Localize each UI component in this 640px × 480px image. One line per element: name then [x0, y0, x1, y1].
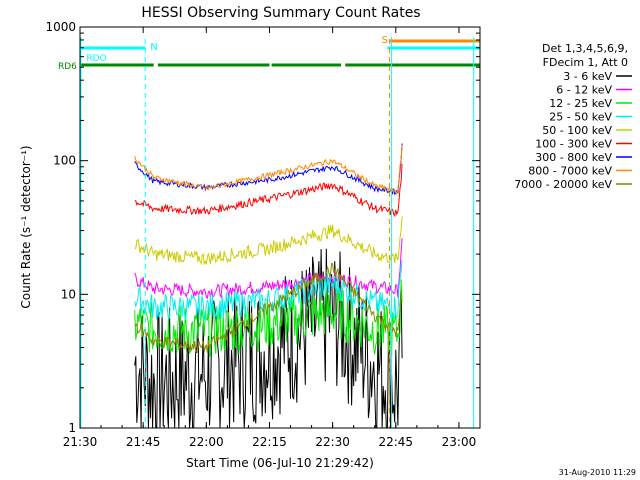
- y-tick-label: 10: [61, 287, 76, 301]
- legend-label: 6 - 12 keV: [556, 84, 612, 97]
- x-tick-label: 22:15: [252, 435, 287, 449]
- series-layer: [134, 143, 403, 429]
- marker-label: S: [381, 35, 387, 46]
- chart-title: HESSI Observing Summary Count Rates: [141, 5, 420, 21]
- legend-label: 50 - 100 keV: [542, 124, 612, 137]
- y-tick-label: 1: [68, 421, 76, 435]
- x-axis-label: Start Time (06-Jul-10 21:29:42): [186, 456, 374, 470]
- legend-label: 7000 - 20000 keV: [514, 178, 612, 191]
- x-tick-label: 23:00: [442, 435, 477, 449]
- y-tick-label: 1000: [45, 20, 76, 34]
- flag-label: RDO: [86, 54, 106, 64]
- marker-label: N: [150, 42, 157, 53]
- y-axis-label: Count Rate (s⁻¹ detector⁻¹): [19, 145, 33, 308]
- x-tick-label: 21:45: [126, 435, 161, 449]
- legend-label: 100 - 300 keV: [535, 138, 612, 151]
- legend-label: 800 - 7000 keV: [528, 165, 612, 178]
- flag-label: RD6: [58, 62, 77, 72]
- series-line: [134, 145, 403, 196]
- series-line: [134, 163, 403, 218]
- legend-label: 300 - 800 keV: [535, 151, 612, 164]
- flags-layer: RDO: [80, 39, 480, 67]
- plot-frame: [79, 26, 481, 429]
- series-line: [134, 143, 403, 196]
- footer-timestamp: 31-Aug-2010 11:29: [559, 468, 636, 477]
- series-line: [134, 262, 403, 353]
- legend-label: 25 - 50 keV: [549, 111, 612, 124]
- x-tick-label: 22:00: [189, 435, 224, 449]
- legend-header-line-2: FDecim 1, Att 0: [543, 56, 628, 69]
- series-line: [134, 248, 403, 429]
- axis-layer: 21:30 21:45 22:00 22:15 22:30 22:45 23:00 1 10 10…: [45, 20, 481, 449]
- series-line: [134, 216, 403, 266]
- y-tick-label: 100: [53, 154, 76, 168]
- x-tick-label: 22:45: [378, 435, 413, 449]
- legend-label: 3 - 6 keV: [563, 70, 612, 83]
- markers-layer: NS: [80, 35, 475, 428]
- series-line: [134, 260, 403, 323]
- x-tick-label: 21:30: [63, 435, 98, 449]
- legend-label: 12 - 25 keV: [549, 97, 612, 110]
- x-tick-label: 22:30: [315, 435, 350, 449]
- legend-header-line-1: Det 1,3,4,5,6,9,: [542, 42, 628, 55]
